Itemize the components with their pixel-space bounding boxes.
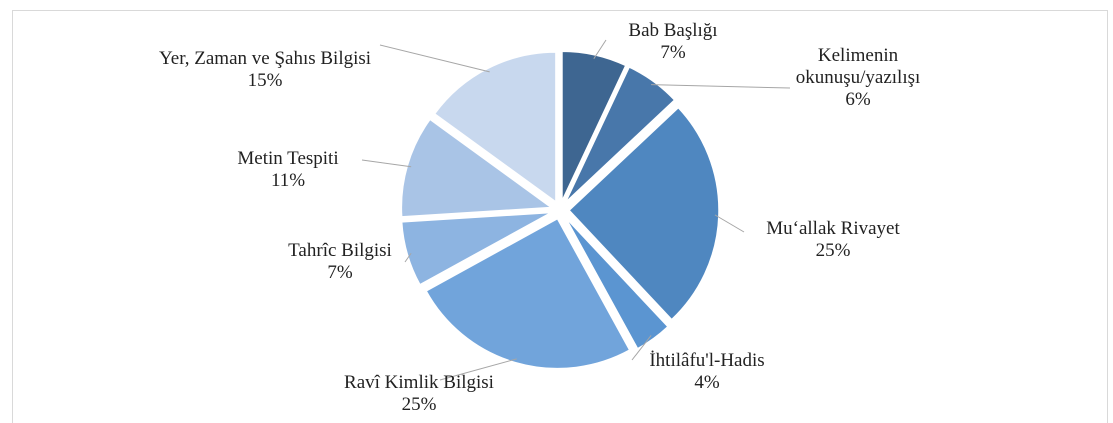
data-label: Mu‘allak Rivayet 25% (733, 218, 933, 262)
value-label: 25% (401, 394, 437, 415)
chart-border (12, 10, 1108, 423)
pie-slice (400, 118, 554, 218)
leader-line (361, 159, 412, 168)
pie-slice (400, 211, 552, 286)
value-label: 4% (694, 372, 720, 393)
category-label: İhtilâfu'l-Hadis (649, 350, 765, 371)
value-label: 6% (845, 89, 871, 110)
value-label: 7% (660, 42, 686, 63)
leader-line (714, 214, 745, 233)
data-label: Ravî Kimlik Bilgisi 25% (309, 372, 529, 416)
pie-slice (564, 65, 676, 204)
value-label: 7% (327, 262, 353, 283)
leader-line (631, 335, 652, 361)
data-label: İhtilâfu'l-Hadis 4% (617, 350, 797, 394)
pie-slice (425, 217, 631, 370)
leader-line (439, 358, 517, 381)
value-label: 11% (270, 170, 306, 191)
category-label: Yer, Zaman ve Şahıs Bilgisi (158, 48, 372, 69)
data-label: Metin Tespiti 11% (208, 148, 368, 192)
category-label: Tahrîc Bilgisi (288, 240, 392, 261)
pie-slice (564, 216, 670, 350)
data-label: Yer, Zaman ve Şahıs Bilgisi 15% (155, 48, 375, 92)
leader-line (404, 252, 412, 263)
leader-line (379, 44, 490, 73)
data-label: Bab Başlığı 7% (603, 20, 743, 64)
leader-line (651, 84, 791, 89)
value-label: 15% (247, 70, 283, 91)
category-label: Bab Başlığı (628, 20, 718, 41)
pie-slice (433, 51, 557, 204)
category-label: Mu‘allak Rivayet (766, 218, 900, 239)
category-label: Kelimenin okunuşu/yazılışı (795, 45, 921, 88)
data-label: Tahrîc Bilgisi 7% (260, 240, 420, 284)
pie-slice (561, 50, 627, 202)
data-label: Kelimenin okunuşu/yazılışı 6% (778, 45, 938, 111)
category-label: Ravî Kimlik Bilgisi (344, 372, 494, 393)
category-label: Metin Tespiti (237, 148, 339, 169)
value-label: 25% (815, 240, 851, 261)
leader-line (593, 39, 607, 60)
pie-slice (567, 106, 720, 321)
